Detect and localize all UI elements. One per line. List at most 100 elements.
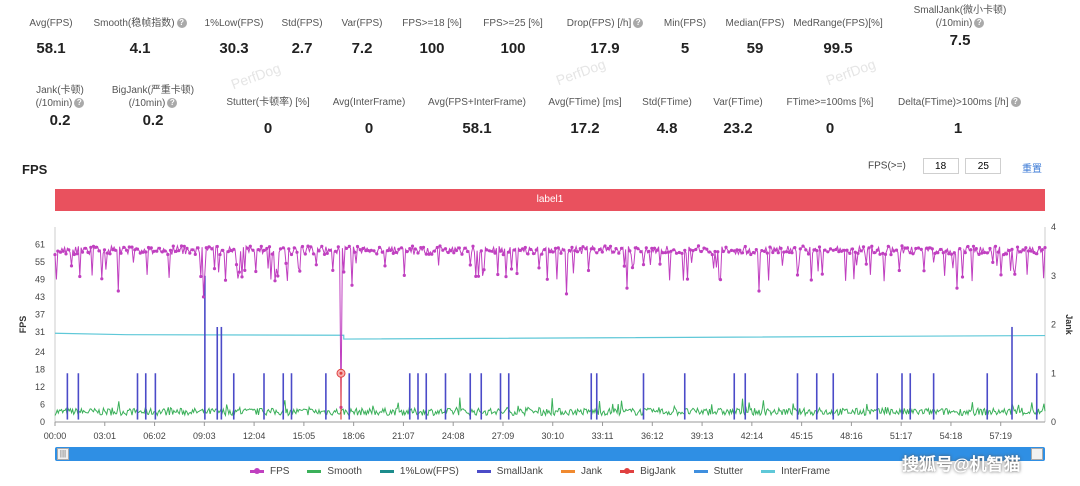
series-interframe-line [54, 332, 1046, 340]
fps-point [160, 250, 164, 254]
fps-point [815, 249, 819, 253]
stat-label: FTime>=100ms [%] [786, 97, 874, 108]
fps-point [281, 246, 285, 250]
legend-item[interactable]: FPS [249, 466, 289, 477]
legend-item[interactable]: BigJank [620, 466, 676, 477]
x-tick-label: 51:17 [890, 431, 913, 441]
stat-r1-5: FPS>=18 [%] 100 [372, 17, 492, 57]
fps-point [806, 252, 811, 256]
y2-tick-label: 4 [1051, 222, 1056, 232]
y2-tick-label: 3 [1051, 271, 1056, 281]
fps-point [366, 249, 371, 253]
fps-point [520, 247, 525, 251]
fps-point [628, 249, 632, 253]
fps-point [421, 245, 426, 249]
stat-label: 1%Low(FPS) [204, 18, 264, 29]
stat-value: 4.1 [129, 40, 151, 57]
legend-label: Jank [580, 466, 603, 477]
fps-point [575, 250, 580, 254]
fps-point [144, 250, 148, 254]
fps-point [149, 246, 153, 250]
fps-point [94, 245, 98, 249]
fps-point [424, 252, 428, 256]
fps-point [369, 248, 373, 252]
reset-link[interactable]: 重置 [1022, 164, 1042, 175]
help-icon[interactable]: ? [633, 18, 644, 29]
fps-point [223, 278, 228, 282]
stat-r1-0: Avg(FPS) 58.1 [0, 17, 111, 57]
legend-item[interactable]: 1%Low(FPS) [379, 466, 459, 477]
fps-point [237, 270, 241, 274]
fps-point [64, 252, 68, 256]
fps-point [135, 247, 140, 251]
fps-threshold-2-input[interactable] [965, 158, 1002, 174]
fps-point [751, 250, 756, 255]
fps-point [386, 249, 390, 253]
stat-value: 5 [680, 40, 690, 57]
help-icon[interactable]: ? [74, 98, 85, 109]
timeline-scrollbar[interactable]: ||| [55, 447, 1045, 461]
fps-point [952, 251, 956, 255]
fps-point [166, 252, 170, 257]
fps-point [630, 266, 635, 270]
fps-point [512, 248, 516, 252]
scrollbar-right-handle[interactable] [1031, 448, 1043, 460]
stat-r1-11: SmallJank(微小卡顿) (/10min)? 7.5 [900, 4, 1020, 49]
fps-point [405, 250, 409, 254]
legend-swatch [476, 469, 491, 473]
stat-value: 0 [364, 120, 374, 137]
fps-point [864, 262, 868, 266]
legend-item[interactable]: Smooth [307, 466, 362, 477]
fps-point [190, 248, 195, 252]
fps-point [985, 251, 989, 255]
legend-item[interactable]: InterFrame [761, 466, 830, 477]
fps-point [823, 248, 827, 252]
x-tick-label: 12:04 [243, 431, 266, 441]
fps-point [553, 246, 558, 250]
scrollbar-left-handle[interactable]: ||| [57, 448, 69, 460]
fps-point [754, 248, 758, 252]
x-tick-label: 39:13 [691, 431, 714, 441]
fps-point [432, 249, 437, 253]
fps-point [394, 250, 398, 254]
help-icon[interactable]: ? [167, 98, 178, 109]
fps-point [468, 263, 472, 267]
fps-threshold-1-input[interactable] [922, 158, 959, 174]
fps-point [850, 247, 855, 251]
legend-item[interactable]: Stutter [693, 466, 743, 477]
help-icon[interactable]: ? [974, 18, 985, 29]
fps-point [765, 251, 769, 255]
label-bar[interactable]: label1 [55, 189, 1045, 211]
fps-point [377, 245, 382, 249]
y-tick-label: 24 [35, 347, 45, 357]
fps-point [713, 249, 717, 254]
help-icon[interactable]: ? [1010, 97, 1021, 108]
legend-item[interactable]: SmallJank [476, 466, 543, 477]
fps-point [941, 251, 945, 255]
legend-item[interactable]: Jank [560, 466, 603, 477]
fps-point [636, 247, 640, 251]
x-tick-label: 48:16 [840, 431, 863, 441]
fps-point [300, 244, 305, 249]
fps-point [867, 246, 871, 250]
stat-value: 7.5 [949, 32, 971, 49]
y2-tick-label: 1 [1051, 368, 1056, 378]
watermark: PerfDog [823, 55, 878, 89]
fps-point [886, 244, 890, 248]
stat-r1-1: Smooth(稳帧指数)? 4.1 [80, 17, 200, 57]
fps-point [240, 275, 244, 279]
fps-point [245, 246, 250, 250]
legend-swatch [620, 467, 635, 474]
fps-point [317, 249, 321, 253]
fps-point [666, 250, 670, 254]
help-icon[interactable]: ? [176, 18, 187, 29]
stat-value: 58.1 [462, 120, 492, 137]
fps-point [328, 248, 332, 252]
fps-point [171, 244, 175, 248]
fps-point [182, 244, 186, 248]
x-tick-label: 27:09 [492, 431, 515, 441]
fps-point [89, 245, 93, 249]
stat-r2-3: Avg(InterFrame) 0 [309, 96, 429, 137]
fps-point [155, 249, 159, 253]
fps-point [1015, 245, 1020, 249]
